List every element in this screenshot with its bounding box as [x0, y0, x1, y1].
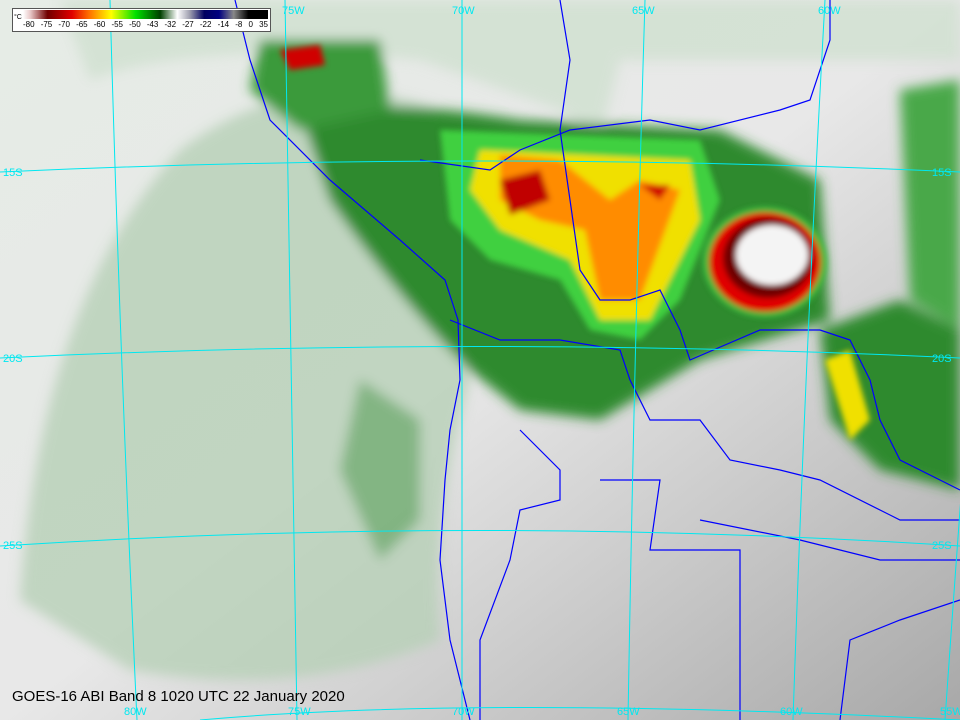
lon-label: 75W: [282, 5, 305, 17]
lat-label: 15S: [932, 167, 952, 179]
color-scale-tick: 35: [259, 20, 268, 29]
color-scale-tick: -65: [76, 20, 88, 29]
color-scale-tick: -50: [129, 20, 141, 29]
color-scale-tick: -75: [40, 20, 53, 29]
lon-label: 80W: [124, 706, 147, 718]
color-scale-tick: -60: [93, 20, 106, 29]
lon-label: 75W: [288, 706, 311, 718]
color-scale-tick: -8: [235, 20, 243, 29]
lon-label: 55W: [940, 706, 960, 718]
lon-label: 65W: [617, 706, 640, 718]
political-borders: [234, 0, 960, 720]
cloud-field: [20, 0, 960, 681]
lat-label: 15S: [3, 167, 23, 179]
lat-label: 25S: [3, 540, 23, 552]
color-scale-unit: °C: [14, 14, 22, 21]
color-scale-tick: -32: [164, 20, 177, 29]
convective-storms: [280, 45, 870, 440]
color-scale-tick: -27: [182, 20, 194, 29]
color-scale-tick: -22: [199, 20, 212, 29]
color-scale-bar: °C -80 -75 -70 -65 -60 -55 -50 -43 -32 -27 -22 -14-…: [12, 8, 271, 32]
color-scale-tick: -14: [217, 20, 230, 29]
color-scale-tick: -70: [58, 20, 70, 29]
image-caption: GOES-16 ABI Band 8 1020 UTC 22 January 2…: [12, 688, 345, 705]
lat-label: 20S: [3, 353, 23, 365]
lon-label: 60W: [780, 706, 803, 718]
lon-label: 70W: [452, 5, 475, 17]
lat-label: 20S: [932, 353, 952, 365]
color-scale-tick: -80: [23, 20, 35, 29]
lon-label: 70W: [452, 706, 475, 718]
color-scale-ticks: -80 -75 -70 -65 -60 -55 -50 -43 -32 -27 -22 -14 -8 0 3…: [23, 20, 268, 30]
color-scale-tick: -43: [146, 20, 159, 29]
color-scale-tick: 0: [248, 20, 253, 29]
color-scale-tick: -55: [111, 20, 123, 29]
lon-label: 60W: [818, 5, 841, 17]
lon-label: 65W: [632, 5, 655, 17]
grid-labels: 80W 75W 70W 65W 60W 55W 75W 70W 65W 60W …: [3, 5, 960, 718]
color-scale-gradient: [23, 10, 268, 19]
lat-label: 25S: [932, 540, 952, 552]
